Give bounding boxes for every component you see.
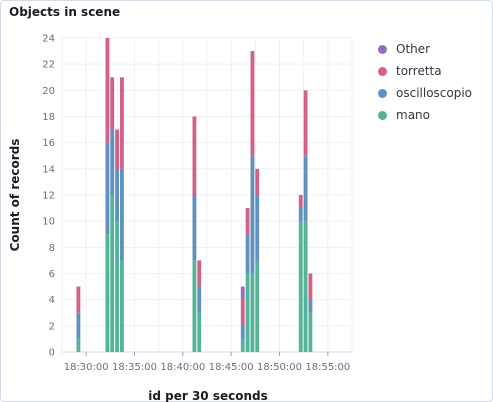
bar-oscilloscopio[interactable] xyxy=(308,299,313,313)
bar-oscilloscopio[interactable] xyxy=(240,325,245,339)
bar-torretta[interactable] xyxy=(255,168,260,195)
legend-item-oscilloscopio[interactable]: oscilloscopio xyxy=(378,82,472,104)
x-tick-label: 18:50:00 xyxy=(257,362,302,373)
bar-oscilloscopio[interactable] xyxy=(110,129,115,195)
bar-torretta[interactable] xyxy=(298,195,303,209)
bar-mano[interactable] xyxy=(308,312,313,352)
y-tick-label: 18 xyxy=(42,112,55,123)
y-axis-title: Count of records xyxy=(8,139,22,252)
legend-color-dot xyxy=(378,88,387,98)
bar-torretta[interactable] xyxy=(105,38,110,143)
bar-other[interactable] xyxy=(240,286,245,300)
legend-label: mano xyxy=(396,108,430,122)
bar-oscilloscopio[interactable] xyxy=(250,155,255,274)
y-tick-label: 14 xyxy=(42,164,55,175)
y-tick-label: 24 xyxy=(42,34,55,45)
y-tick-label: 0 xyxy=(49,348,55,359)
bar-torretta[interactable] xyxy=(110,77,115,130)
y-tick-label: 4 xyxy=(49,295,55,306)
bar-torretta[interactable] xyxy=(76,286,81,313)
bar-mano[interactable] xyxy=(250,273,255,353)
legend-color-dot xyxy=(378,66,387,76)
bar-mano[interactable] xyxy=(120,260,124,352)
bar-torretta[interactable] xyxy=(240,299,245,326)
bar-mano[interactable] xyxy=(76,338,81,352)
bar-oscilloscopio[interactable] xyxy=(76,312,81,339)
legend-item-mano[interactable]: mano xyxy=(378,104,472,126)
bar-oscilloscopio[interactable] xyxy=(298,208,303,222)
chart-legend: Other torretta oscilloscopio mano xyxy=(378,38,472,126)
y-tick-label: 20 xyxy=(42,86,55,97)
bar-mano[interactable] xyxy=(115,221,119,352)
legend-color-dot xyxy=(378,44,387,54)
x-tick-label: 18:45:00 xyxy=(209,362,254,373)
bar-oscilloscopio[interactable] xyxy=(197,286,202,313)
legend-label: Other xyxy=(396,42,431,56)
bar-torretta[interactable] xyxy=(192,116,197,196)
panel-title: Objects in scene xyxy=(9,5,121,19)
bar-mano[interactable] xyxy=(110,195,115,352)
bar-torretta[interactable] xyxy=(245,208,250,235)
legend-color-dot xyxy=(378,110,387,120)
bar-mano[interactable] xyxy=(105,234,110,352)
bar-mano[interactable] xyxy=(303,221,308,352)
bar-torretta[interactable] xyxy=(120,77,124,169)
bar-oscilloscopio[interactable] xyxy=(192,195,197,261)
bar-mano[interactable] xyxy=(255,260,260,352)
bar-oscilloscopio[interactable] xyxy=(303,155,308,222)
bar-torretta[interactable] xyxy=(250,51,255,156)
x-tick-label: 18:55:00 xyxy=(305,362,350,373)
bar-oscilloscopio[interactable] xyxy=(255,195,260,261)
y-tick-label: 8 xyxy=(49,243,55,254)
bar-oscilloscopio[interactable] xyxy=(115,168,119,222)
y-tick-label: 6 xyxy=(49,269,55,280)
bar-oscilloscopio[interactable] xyxy=(105,142,110,235)
x-tick-label: 18:35:00 xyxy=(112,362,157,373)
y-tick-label: 16 xyxy=(42,138,55,149)
bar-mano[interactable] xyxy=(197,312,202,352)
bar-torretta[interactable] xyxy=(308,273,313,300)
legend-label: oscilloscopio xyxy=(396,86,473,100)
bar-oscilloscopio[interactable] xyxy=(120,168,124,261)
bar-mano[interactable] xyxy=(240,338,245,352)
bar-mano[interactable] xyxy=(245,273,250,353)
y-tick-label: 10 xyxy=(42,217,55,228)
y-tick-label: 22 xyxy=(42,60,55,71)
x-axis-title: id per 30 seconds xyxy=(148,389,268,402)
legend-label: torretta xyxy=(396,64,442,78)
bar-torretta[interactable] xyxy=(115,129,119,169)
y-tick-label: 2 xyxy=(49,321,55,332)
bar-mano[interactable] xyxy=(192,260,197,352)
y-tick-label: 12 xyxy=(42,191,55,202)
x-tick-label: 18:40:00 xyxy=(160,362,205,373)
x-tick-label: 18:30:00 xyxy=(64,362,109,373)
bar-torretta[interactable] xyxy=(303,90,308,156)
bar-oscilloscopio[interactable] xyxy=(245,234,250,274)
legend-item-other[interactable]: Other xyxy=(378,38,472,60)
bar-torretta[interactable] xyxy=(197,260,202,287)
legend-item-torretta[interactable]: torretta xyxy=(378,60,472,82)
bar-mano[interactable] xyxy=(298,221,303,352)
